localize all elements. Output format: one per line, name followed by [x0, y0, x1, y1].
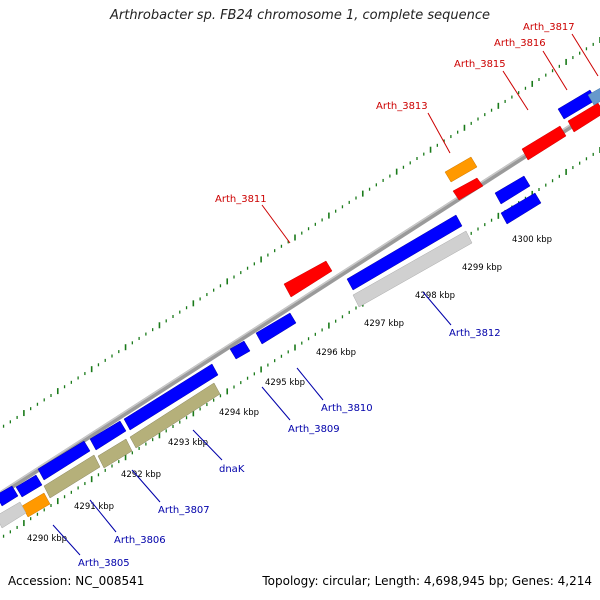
forward-gene-label[interactable]: Arth_3817: [523, 22, 575, 33]
reverse-gene-label[interactable]: Arth_3807: [158, 505, 210, 516]
forward-gene-label[interactable]: Arth_3816: [494, 38, 546, 49]
tick-label: 4300 kbp: [512, 235, 552, 245]
gene-arth-3813[interactable]: [444, 156, 478, 183]
reverse-leader-line: [89, 499, 117, 533]
accession-text: Accession: NC_008541: [8, 574, 145, 588]
forward-gene-label[interactable]: Arth_3811: [215, 194, 267, 205]
tick-label: 4293 kbp: [168, 438, 208, 448]
gene-arth-3812[interactable]: [346, 214, 463, 291]
tick-label: 4296 kbp: [316, 348, 356, 358]
gene-arth-3817-part[interactable]: [587, 86, 600, 106]
tick-label: 4291 kbp: [74, 502, 114, 512]
reverse-gene-label[interactable]: Arth_3810: [321, 403, 373, 414]
gene-dnak-track[interactable]: [129, 382, 221, 449]
gene-3814-b[interactable]: [500, 192, 542, 225]
forward-leader-line: [571, 33, 599, 77]
backbone-highlight: [0, 104, 600, 494]
tick-label: 4295 kbp: [265, 378, 305, 388]
map-title: Arthrobacter sp. FB24 chromosome 1, comp…: [109, 8, 491, 23]
backbone-group: [0, 104, 600, 498]
gene-3814-a[interactable]: [494, 175, 531, 205]
gene-arth-3805-orange[interactable]: [21, 492, 51, 518]
reverse-leader-line: [296, 367, 324, 401]
gene-arth-3804-track[interactable]: [0, 501, 27, 529]
reverse-leader-line: [192, 429, 223, 461]
topology-text: Topology: circular; Length: 4,698,945 bp…: [262, 574, 592, 588]
gene-arth-3809[interactable]: [229, 340, 251, 360]
gene-arth-3810[interactable]: [255, 312, 297, 345]
tick-label: 4298 kbp: [415, 291, 455, 301]
gene-dnak[interactable]: [123, 363, 219, 431]
tick-label: 4297 kbp: [364, 319, 404, 329]
forward-leader-line: [427, 112, 451, 154]
forward-gene-label[interactable]: Arth_3813: [376, 101, 428, 112]
reverse-gene-label[interactable]: dnaK: [219, 464, 245, 475]
gene-arth-3807-track[interactable]: [97, 438, 133, 469]
tick-label: 4294 kbp: [219, 408, 259, 418]
reverse-gene-label[interactable]: Arth_3809: [288, 424, 340, 435]
reverse-gene-label[interactable]: Arth_3805: [78, 558, 130, 569]
gene-arth-3811[interactable]: [283, 260, 333, 298]
forward-leader-line: [502, 70, 529, 111]
forward-gene-label[interactable]: Arth_3815: [454, 59, 506, 70]
reverse-gene-label[interactable]: Arth_3812: [449, 328, 501, 339]
tick-label: 4292 kbp: [121, 470, 161, 480]
tick-labels: 4290 kbp 4291 kbp 4292 kbp 4293 kbp 4294 kbp…: [27, 235, 552, 544]
gene-arth-3806-track[interactable]: [43, 454, 101, 499]
reverse-leader-line: [131, 469, 161, 503]
backbone-line: [0, 104, 600, 498]
gene-arth-3804[interactable]: [0, 485, 19, 507]
gene-arth-3816[interactable]: [567, 102, 600, 133]
reverse-leader-line: [52, 524, 81, 556]
feature-group: [0, 86, 600, 529]
gene-arth-3805[interactable]: [15, 474, 43, 498]
reverse-gene-label[interactable]: Arth_3806: [114, 535, 166, 546]
tick-label: 4299 kbp: [462, 263, 502, 273]
gene-arth-3813-part[interactable]: [452, 177, 484, 201]
tick-label: 4290 kbp: [27, 534, 67, 544]
gene-arth-3806[interactable]: [37, 440, 91, 481]
reverse-leader-line: [261, 386, 291, 421]
gene-arth-3807[interactable]: [89, 420, 127, 451]
gene-arth-3815[interactable]: [521, 125, 567, 161]
forward-leader-line: [542, 50, 568, 91]
reverse-leader-line: [422, 291, 452, 326]
forward-leader-line: [261, 204, 291, 244]
gene-arth-3812-track[interactable]: [352, 230, 473, 308]
feature-labels: Arth_3811 Arth_3813 Arth_3815 Arth_3816 Arth…: [52, 22, 599, 569]
